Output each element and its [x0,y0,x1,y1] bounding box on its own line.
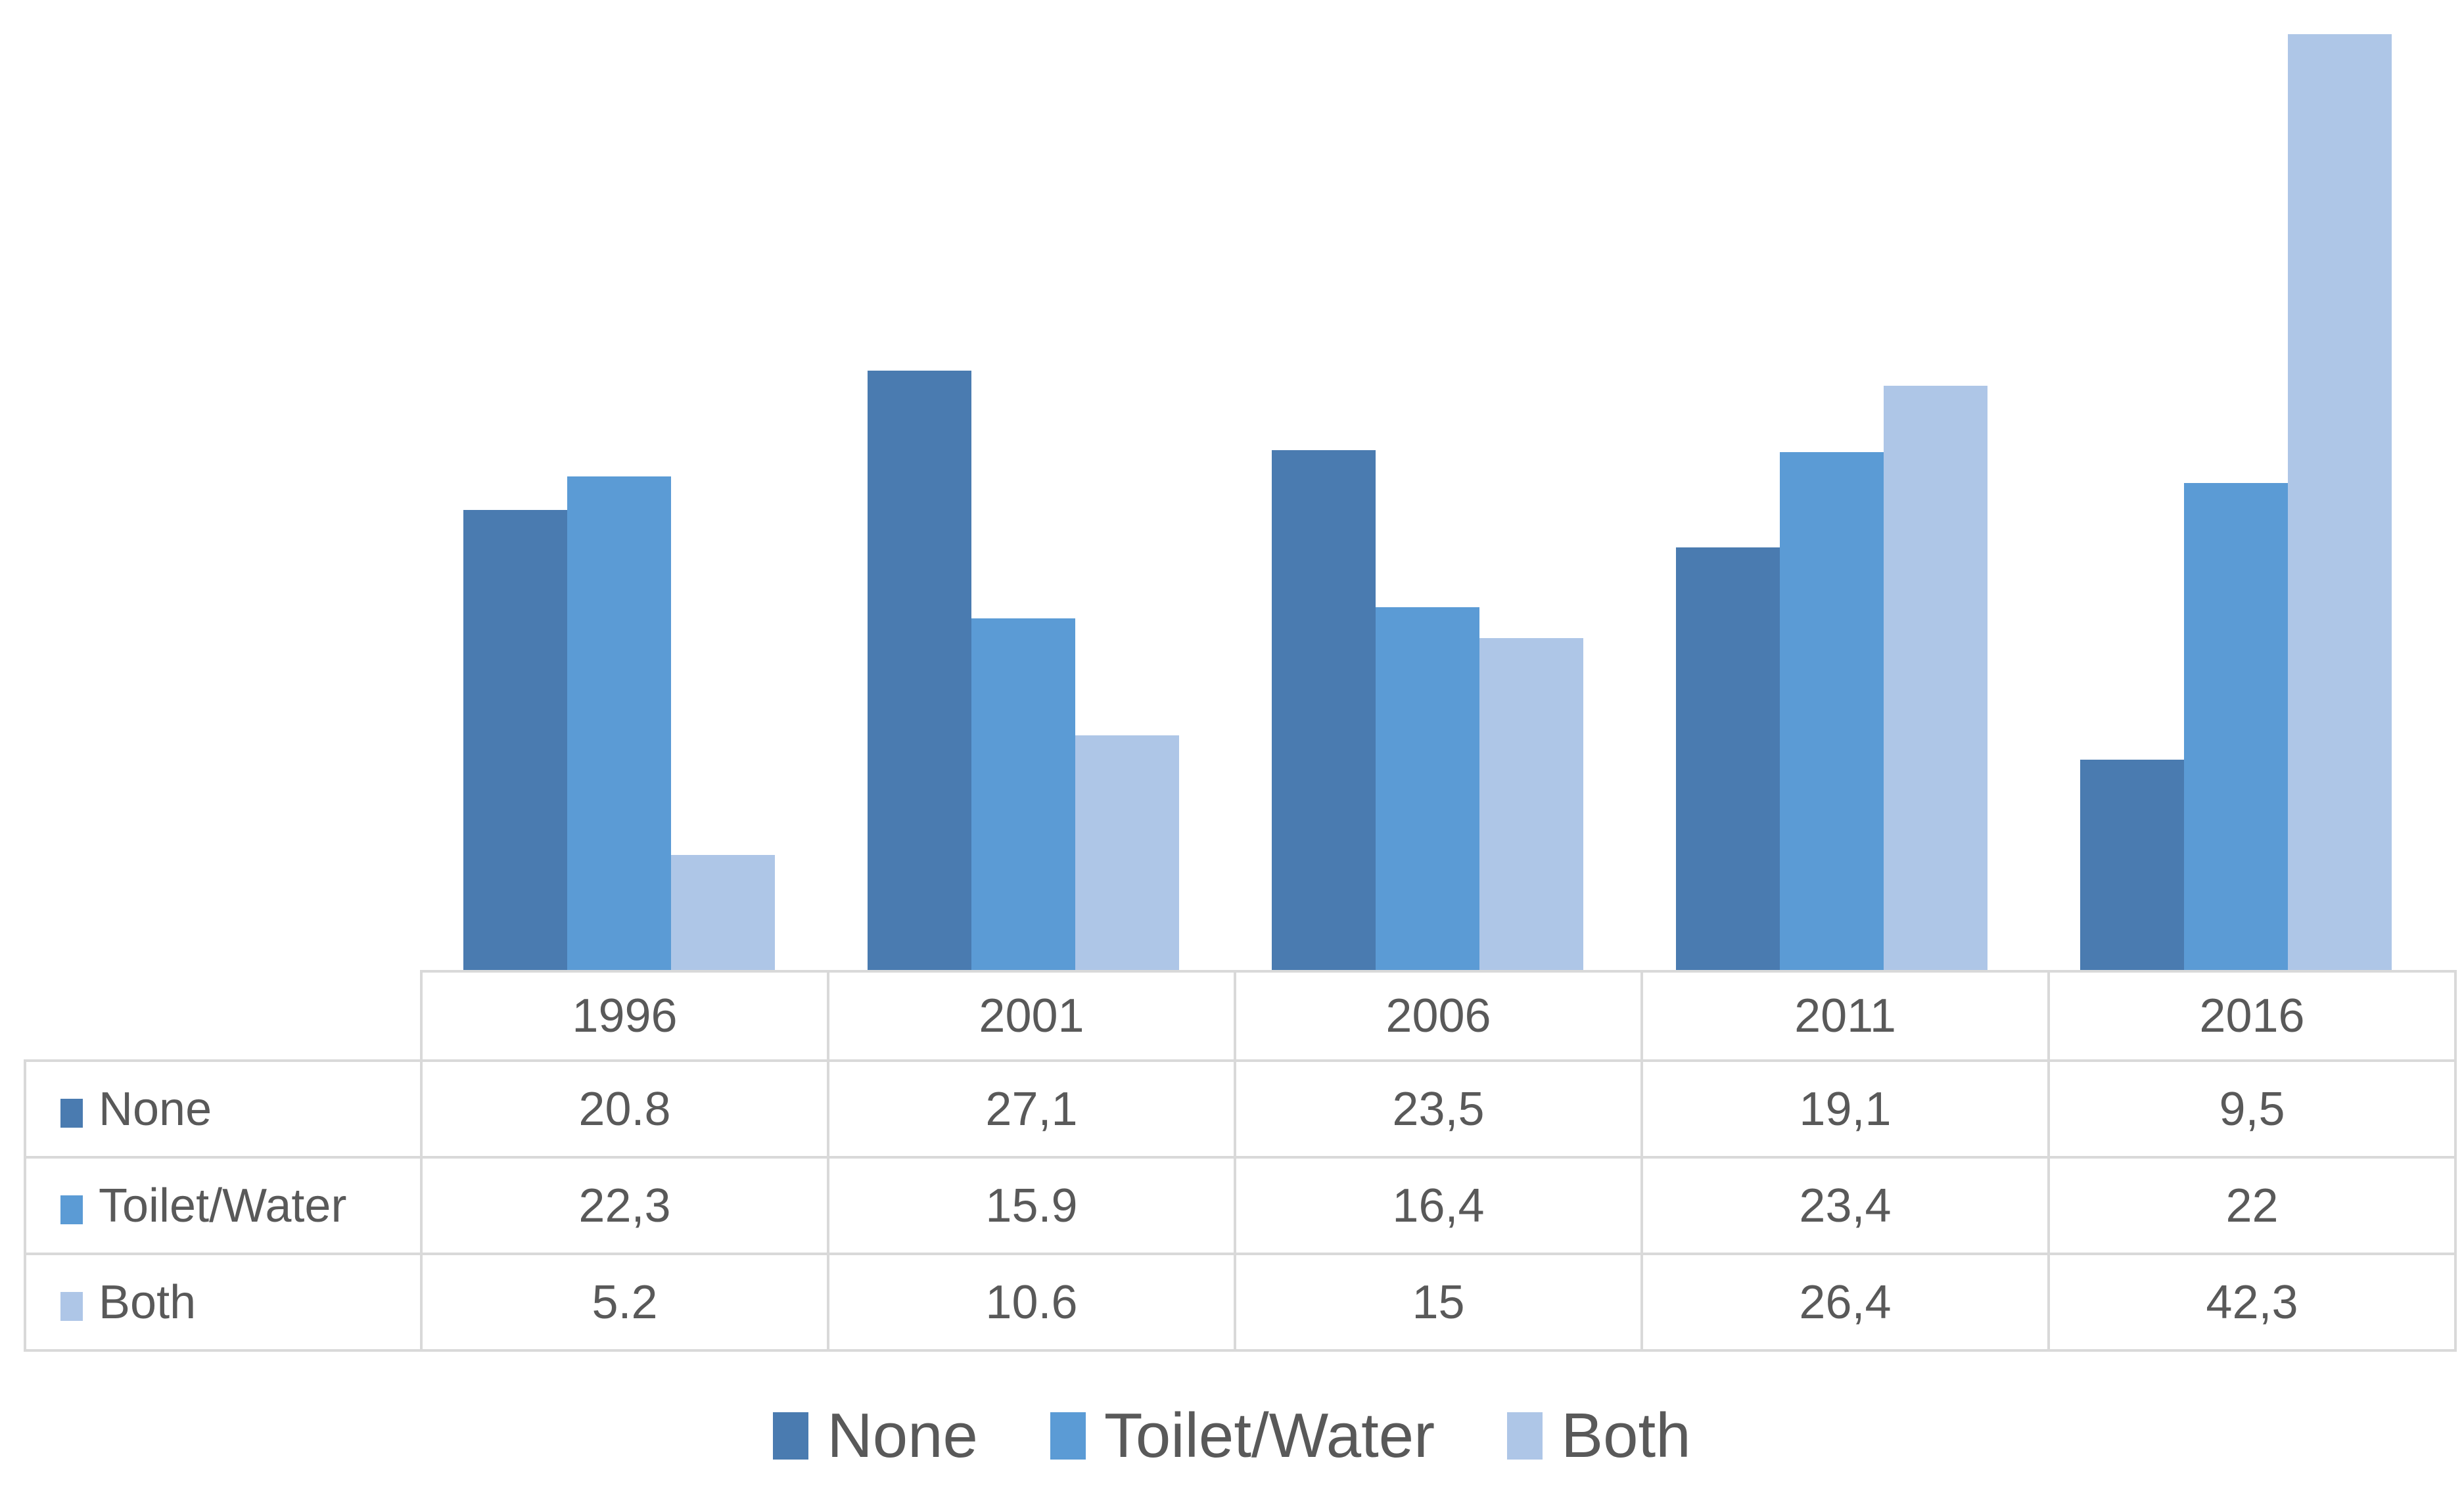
cell-both-2006: 15 [1234,1253,1643,1352]
cell-none-2001: 27,1 [827,1059,1236,1159]
cell-both-1996: 5.2 [420,1253,829,1352]
bar-toilet-water-1996 [567,476,671,970]
legend-label: None [827,1400,978,1471]
legend-item-toilet-water: Toilet/Water [1050,1400,1435,1472]
table-row-none: None 20.8 27,1 23,5 19,1 9,5 [24,1059,2457,1159]
cell-toilet-water-2011: 23,4 [1640,1156,2050,1255]
series-label: None [99,1082,212,1136]
table-row-toilet-water: Toilet/Water 22,3 15.9 16,4 23,4 22 [24,1156,2457,1255]
legend-item-none: None [773,1400,978,1472]
cell-both-2011: 26,4 [1640,1253,2050,1352]
bar-none-2011 [1676,547,1780,970]
bar-both-2011 [1884,386,1987,970]
cell-none-2016: 9,5 [2047,1059,2457,1159]
year-header-2016: 2016 [2047,970,2457,1062]
bar-both-2016 [2288,34,2392,970]
year-header-2001: 2001 [827,970,1236,1062]
bar-none-2001 [868,371,971,970]
row-label-none: None [24,1059,423,1159]
cell-both-2016: 42,3 [2047,1253,2457,1352]
chart-legend: None Toilet/Water Both [0,1393,2464,1479]
cell-toilet-water-1996: 22,3 [420,1156,829,1255]
table-header-row: 1996 2001 2006 2011 2016 [25,970,2457,1062]
series-label: Toilet/Water [99,1179,347,1232]
table-row-both: Both 5.2 10.6 15 26,4 42,3 [24,1253,2457,1352]
cell-both-2001: 10.6 [827,1253,1236,1352]
year-header-2011: 2011 [1640,970,2050,1062]
year-header-1996: 1996 [420,970,829,1062]
year-header-2006: 2006 [1234,970,1643,1062]
series-swatch-icon [60,1195,83,1224]
bar-none-2006 [1272,450,1376,970]
series-label: Both [99,1276,197,1329]
cell-none-2011: 19,1 [1640,1059,2050,1159]
legend-label: Toilet/Water [1104,1400,1435,1471]
bar-toilet-water-2006 [1376,607,1479,970]
bar-toilet-water-2011 [1780,452,1884,970]
legend-swatch-icon [773,1412,809,1460]
legend-item-both: Both [1507,1400,1691,1472]
cell-none-1996: 20.8 [420,1059,829,1159]
cell-toilet-water-2001: 15.9 [827,1156,1236,1255]
series-swatch-icon [60,1291,83,1321]
row-label-both: Both [24,1253,423,1352]
data-table-body: 1996 2001 2006 2011 2016 None 20.8 27,1 23,5 19,1… [24,970,2457,1352]
plot-area [419,0,2440,970]
bar-toilet-water-2016 [2184,483,2288,970]
cell-toilet-water-2006: 16,4 [1234,1156,1643,1255]
bar-both-2001 [1075,735,1179,970]
legend-label: Both [1561,1400,1691,1471]
row-label-toilet-water: Toilet/Water [24,1156,423,1255]
bar-none-1996 [463,510,567,970]
legend-swatch-icon [1050,1412,1086,1460]
series-swatch-icon [60,1098,83,1128]
cell-none-2006: 23,5 [1234,1059,1643,1159]
bar-both-2006 [1479,638,1583,970]
cell-toilet-water-2016: 22 [2047,1156,2457,1255]
bar-both-1996 [671,855,775,970]
legend-swatch-icon [1507,1412,1543,1460]
table-corner-blank [25,971,421,1061]
bar-none-2016 [2080,760,2184,970]
chart-data-table: 1996 2001 2006 2011 2016 None 20.8 27,1 23,5 19,1… [24,970,2457,1352]
bar-toilet-water-2001 [971,618,1075,970]
